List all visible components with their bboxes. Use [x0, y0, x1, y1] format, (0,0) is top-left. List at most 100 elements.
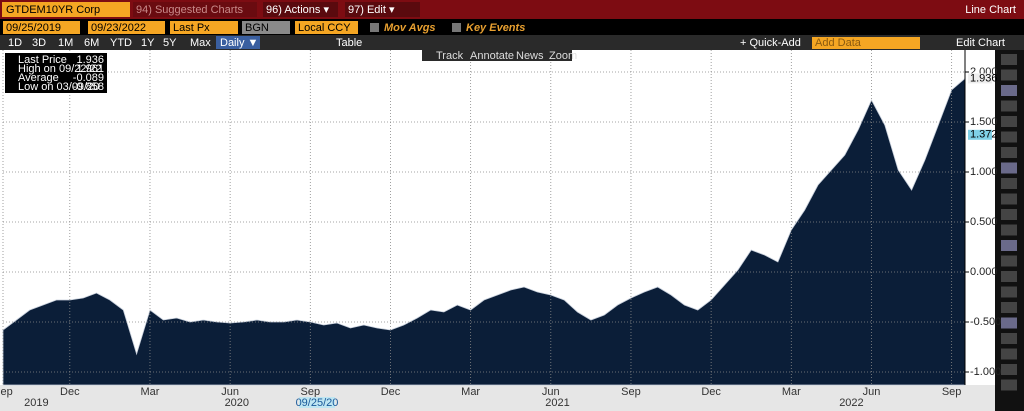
year-label: 2020	[225, 397, 249, 409]
stats-box	[5, 53, 107, 93]
price-marker: 1.372	[970, 129, 998, 141]
x-tick-label: Sep	[621, 386, 641, 398]
chart-tool[interactable]: News	[516, 50, 544, 62]
input-value[interactable]: BGN	[245, 22, 269, 34]
input-field[interactable]	[88, 21, 165, 34]
menu-button[interactable]	[345, 2, 420, 17]
menu-item[interactable]: 94) Suggested Charts	[136, 4, 244, 16]
tool-icon[interactable]	[1001, 54, 1017, 65]
tool-icon[interactable]	[1001, 178, 1017, 189]
x-tick-label: Jun	[542, 386, 560, 398]
input-value[interactable]: 09/25/2019	[6, 22, 61, 34]
tool-icon[interactable]	[1001, 85, 1017, 96]
menu-button[interactable]	[133, 2, 257, 17]
option-label[interactable]: Key Events	[466, 22, 525, 34]
tool-icon[interactable]	[1001, 162, 1017, 174]
tool-icon[interactable]	[1001, 147, 1017, 158]
tool-icon[interactable]	[1001, 333, 1017, 344]
tool-icon[interactable]	[1001, 317, 1017, 329]
x-tick-label: Mar	[461, 386, 480, 398]
period-button[interactable]: 3D	[32, 37, 46, 49]
x-tick-label: Mar	[140, 386, 159, 398]
chart-tool[interactable]: Track	[436, 50, 464, 62]
x-tick-label: Jun	[221, 386, 239, 398]
input-value[interactable]: Last Px	[173, 22, 210, 34]
checkbox[interactable]	[370, 23, 379, 32]
period-button[interactable]: YTD	[110, 37, 132, 49]
stat-value: 1.961	[76, 63, 104, 75]
stat-value: -0.089	[73, 72, 104, 84]
tool-icon[interactable]	[1001, 240, 1017, 251]
tool-icon[interactable]	[1001, 286, 1017, 298]
tool-icon[interactable]	[1001, 255, 1017, 267]
period-button[interactable]: 1M	[58, 37, 73, 49]
year-label: 2021	[545, 397, 569, 409]
x-tick-label: Sep	[942, 386, 962, 398]
period-button[interactable]: Max	[190, 37, 211, 49]
option-label[interactable]: Mov Avgs	[384, 22, 436, 34]
tool-icon[interactable]	[1001, 116, 1017, 127]
tool-icon[interactable]	[1001, 364, 1017, 375]
input-field[interactable]	[3, 21, 80, 34]
chart-tool[interactable]: Zoom	[549, 50, 577, 62]
y-tick-label: 1.500	[970, 116, 998, 128]
input-value[interactable]: 09/23/2022	[91, 22, 146, 34]
x-tick-label: Sep	[0, 386, 13, 398]
price-marker: 1.936	[970, 72, 998, 84]
x-tick-label: Dec	[381, 386, 401, 398]
tool-icon[interactable]	[1001, 302, 1017, 313]
frequency-button[interactable]	[216, 36, 260, 49]
tool-icon[interactable]	[1001, 193, 1017, 205]
tool-icon[interactable]	[1001, 131, 1017, 143]
menu-item[interactable]: 96) Actions ▾	[266, 4, 329, 16]
frequency[interactable]: Daily ▼	[220, 37, 258, 49]
stat-label: High on 09/22/22	[18, 63, 102, 75]
tool-icon[interactable]	[1001, 100, 1017, 112]
add-data[interactable]: Add Data	[815, 37, 862, 49]
input-field[interactable]	[295, 21, 358, 34]
checkbox[interactable]	[452, 23, 461, 32]
y-tick-label: 0.000	[970, 266, 998, 278]
y-tick-label: 0.500	[970, 216, 998, 228]
stat-value: -0.858	[73, 81, 104, 93]
y-tick-label: -0.500	[970, 316, 1001, 328]
period-button[interactable]: 1Y	[141, 37, 155, 49]
x-tick-label: Mar	[782, 386, 801, 398]
view-title: Line Chart	[965, 4, 1016, 16]
stat-label: Last Price	[18, 54, 67, 66]
cursor-date-bg	[298, 397, 335, 408]
ticker-field[interactable]	[2, 2, 130, 17]
price-area	[2, 77, 966, 386]
menu-button[interactable]	[263, 2, 338, 17]
x-tick-label: Dec	[60, 386, 80, 398]
x-tick-label: Dec	[701, 386, 721, 398]
period-button[interactable]: 5Y	[163, 37, 177, 49]
input-field[interactable]	[242, 21, 290, 34]
stat-label: Average	[18, 72, 59, 84]
tool-icon[interactable]	[1001, 69, 1017, 81]
x-axis-bg	[0, 385, 995, 411]
tool-icon[interactable]	[1001, 209, 1017, 220]
period-button[interactable]: 1D	[8, 37, 22, 49]
table-button[interactable]: Table	[336, 37, 362, 49]
price-marker-bg	[968, 73, 992, 84]
ticker[interactable]: GTDEM10YR Corp	[6, 4, 100, 16]
x-tick-label: Jun	[863, 386, 881, 398]
price-marker-bg	[968, 129, 992, 140]
tool-icon[interactable]	[1001, 348, 1017, 360]
year-label: 2019	[24, 397, 48, 409]
tool-icon[interactable]	[1001, 379, 1017, 391]
input-field[interactable]	[170, 21, 238, 34]
stat-value: 1.936	[76, 54, 104, 66]
input-value[interactable]: Local CCY	[298, 22, 351, 34]
period-button[interactable]: 6M	[84, 37, 99, 49]
chart-tool[interactable]: Annotate	[470, 50, 514, 62]
add-data-field[interactable]	[812, 37, 920, 49]
menu-item[interactable]: 97) Edit ▾	[348, 4, 395, 16]
tool-icon[interactable]	[1001, 271, 1017, 282]
quick-add[interactable]: + Quick-Add	[740, 37, 801, 49]
edit-chart[interactable]: Edit Chart	[956, 37, 1005, 49]
tool-icon[interactable]	[1001, 224, 1017, 236]
